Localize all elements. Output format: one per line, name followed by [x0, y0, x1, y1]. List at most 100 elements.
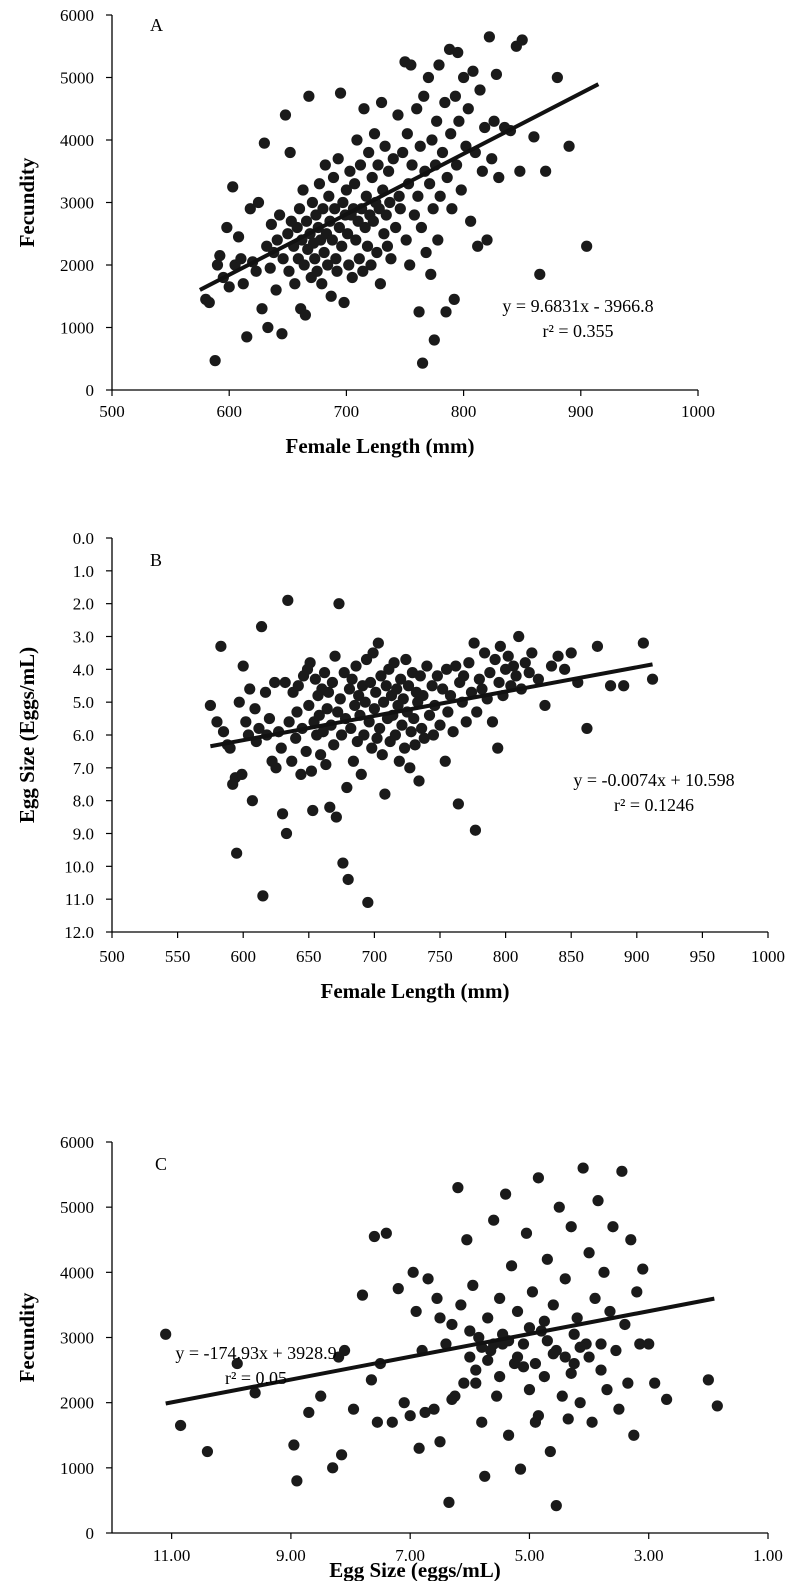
data-point	[622, 1377, 634, 1389]
data-point	[377, 696, 390, 708]
data-point	[523, 667, 535, 679]
data-point	[486, 716, 499, 728]
x-tick-label: 11.00	[153, 1546, 191, 1565]
data-point	[511, 1351, 524, 1363]
data-point	[410, 1305, 422, 1318]
data-point	[476, 683, 488, 695]
data-point	[321, 703, 333, 715]
data-point	[388, 657, 400, 669]
data-point	[303, 699, 315, 712]
data-point	[702, 1374, 714, 1386]
data-point	[482, 1312, 494, 1324]
data-point	[425, 268, 437, 280]
data-point	[448, 293, 460, 305]
data-point	[446, 203, 458, 215]
data-point	[447, 726, 459, 738]
data-point	[547, 1299, 559, 1311]
data-point	[424, 178, 436, 190]
data-point	[203, 296, 215, 309]
x-tick-label: 900	[568, 402, 594, 421]
data-point	[510, 670, 522, 682]
data-point	[343, 259, 355, 271]
data-point	[604, 680, 617, 692]
y-tick-label: 4000	[60, 1263, 94, 1282]
data-point	[434, 1312, 446, 1324]
data-point	[244, 683, 256, 695]
data-point	[277, 253, 289, 265]
data-point	[358, 103, 370, 115]
data-point	[354, 159, 367, 171]
data-point	[364, 676, 377, 689]
data-point	[236, 768, 248, 781]
data-point	[550, 1500, 562, 1512]
data-point	[355, 768, 367, 781]
data-point	[271, 234, 283, 246]
x-tick-label: 800	[451, 402, 477, 421]
data-point	[297, 184, 309, 196]
data-point	[317, 203, 329, 215]
panel-a: 0 1000 2000 3000 4000 5000 6000 500 600 700 800 900…	[15, 6, 715, 458]
data-point	[474, 84, 486, 96]
data-point	[551, 71, 563, 84]
x-tick-label: 900	[624, 947, 650, 966]
data-point	[619, 1318, 631, 1331]
data-point	[291, 221, 303, 234]
data-point	[284, 146, 296, 159]
data-point	[443, 1496, 455, 1508]
data-point	[288, 1439, 300, 1451]
data-point	[289, 278, 301, 290]
data-point	[476, 165, 488, 177]
data-point	[342, 873, 354, 886]
data-point	[643, 1338, 655, 1350]
data-point	[344, 165, 356, 177]
x-tick-label: 600	[216, 402, 242, 421]
data-point	[366, 742, 378, 754]
data-point	[493, 171, 505, 184]
data-point	[221, 221, 233, 234]
data-point	[458, 670, 470, 682]
data-point	[283, 716, 295, 728]
data-point	[299, 309, 311, 321]
data-point	[563, 140, 575, 152]
data-point	[174, 1419, 187, 1432]
data-point	[332, 706, 344, 718]
data-point	[565, 1367, 577, 1379]
regression-equation: y = 9.6831x - 3966.8	[502, 296, 653, 316]
data-point	[317, 726, 329, 738]
data-point	[279, 109, 292, 121]
y-tick-label: 5.0	[73, 693, 94, 712]
data-point	[273, 209, 286, 221]
data-point	[467, 65, 479, 77]
data-point	[231, 1357, 243, 1370]
x-tick-label: 500	[99, 947, 125, 966]
data-point	[412, 190, 424, 202]
data-point	[376, 749, 388, 761]
data-point	[416, 722, 428, 735]
data-point	[391, 683, 403, 695]
data-point	[319, 159, 331, 171]
data-point	[571, 1312, 583, 1324]
data-point	[330, 253, 342, 265]
data-point	[434, 719, 446, 731]
data-point	[347, 1403, 360, 1415]
y-tick-label: 9.0	[73, 825, 94, 844]
data-point	[291, 1475, 303, 1487]
data-point	[290, 732, 302, 744]
data-point	[318, 246, 330, 259]
data-point	[467, 1279, 479, 1291]
data-point	[306, 196, 319, 209]
data-point	[711, 1400, 723, 1412]
data-point	[316, 278, 328, 290]
data-point	[591, 640, 604, 652]
y-tick-label: 5000	[60, 69, 94, 88]
data-point	[241, 331, 253, 343]
y-tick-label: 10.0	[64, 857, 94, 876]
data-point	[494, 640, 506, 652]
data-point	[422, 71, 435, 84]
data-point	[313, 178, 326, 190]
data-point	[303, 1406, 315, 1419]
data-point	[404, 259, 416, 271]
data-point	[455, 1299, 467, 1311]
data-point	[494, 1371, 506, 1383]
data-point	[595, 1364, 607, 1376]
